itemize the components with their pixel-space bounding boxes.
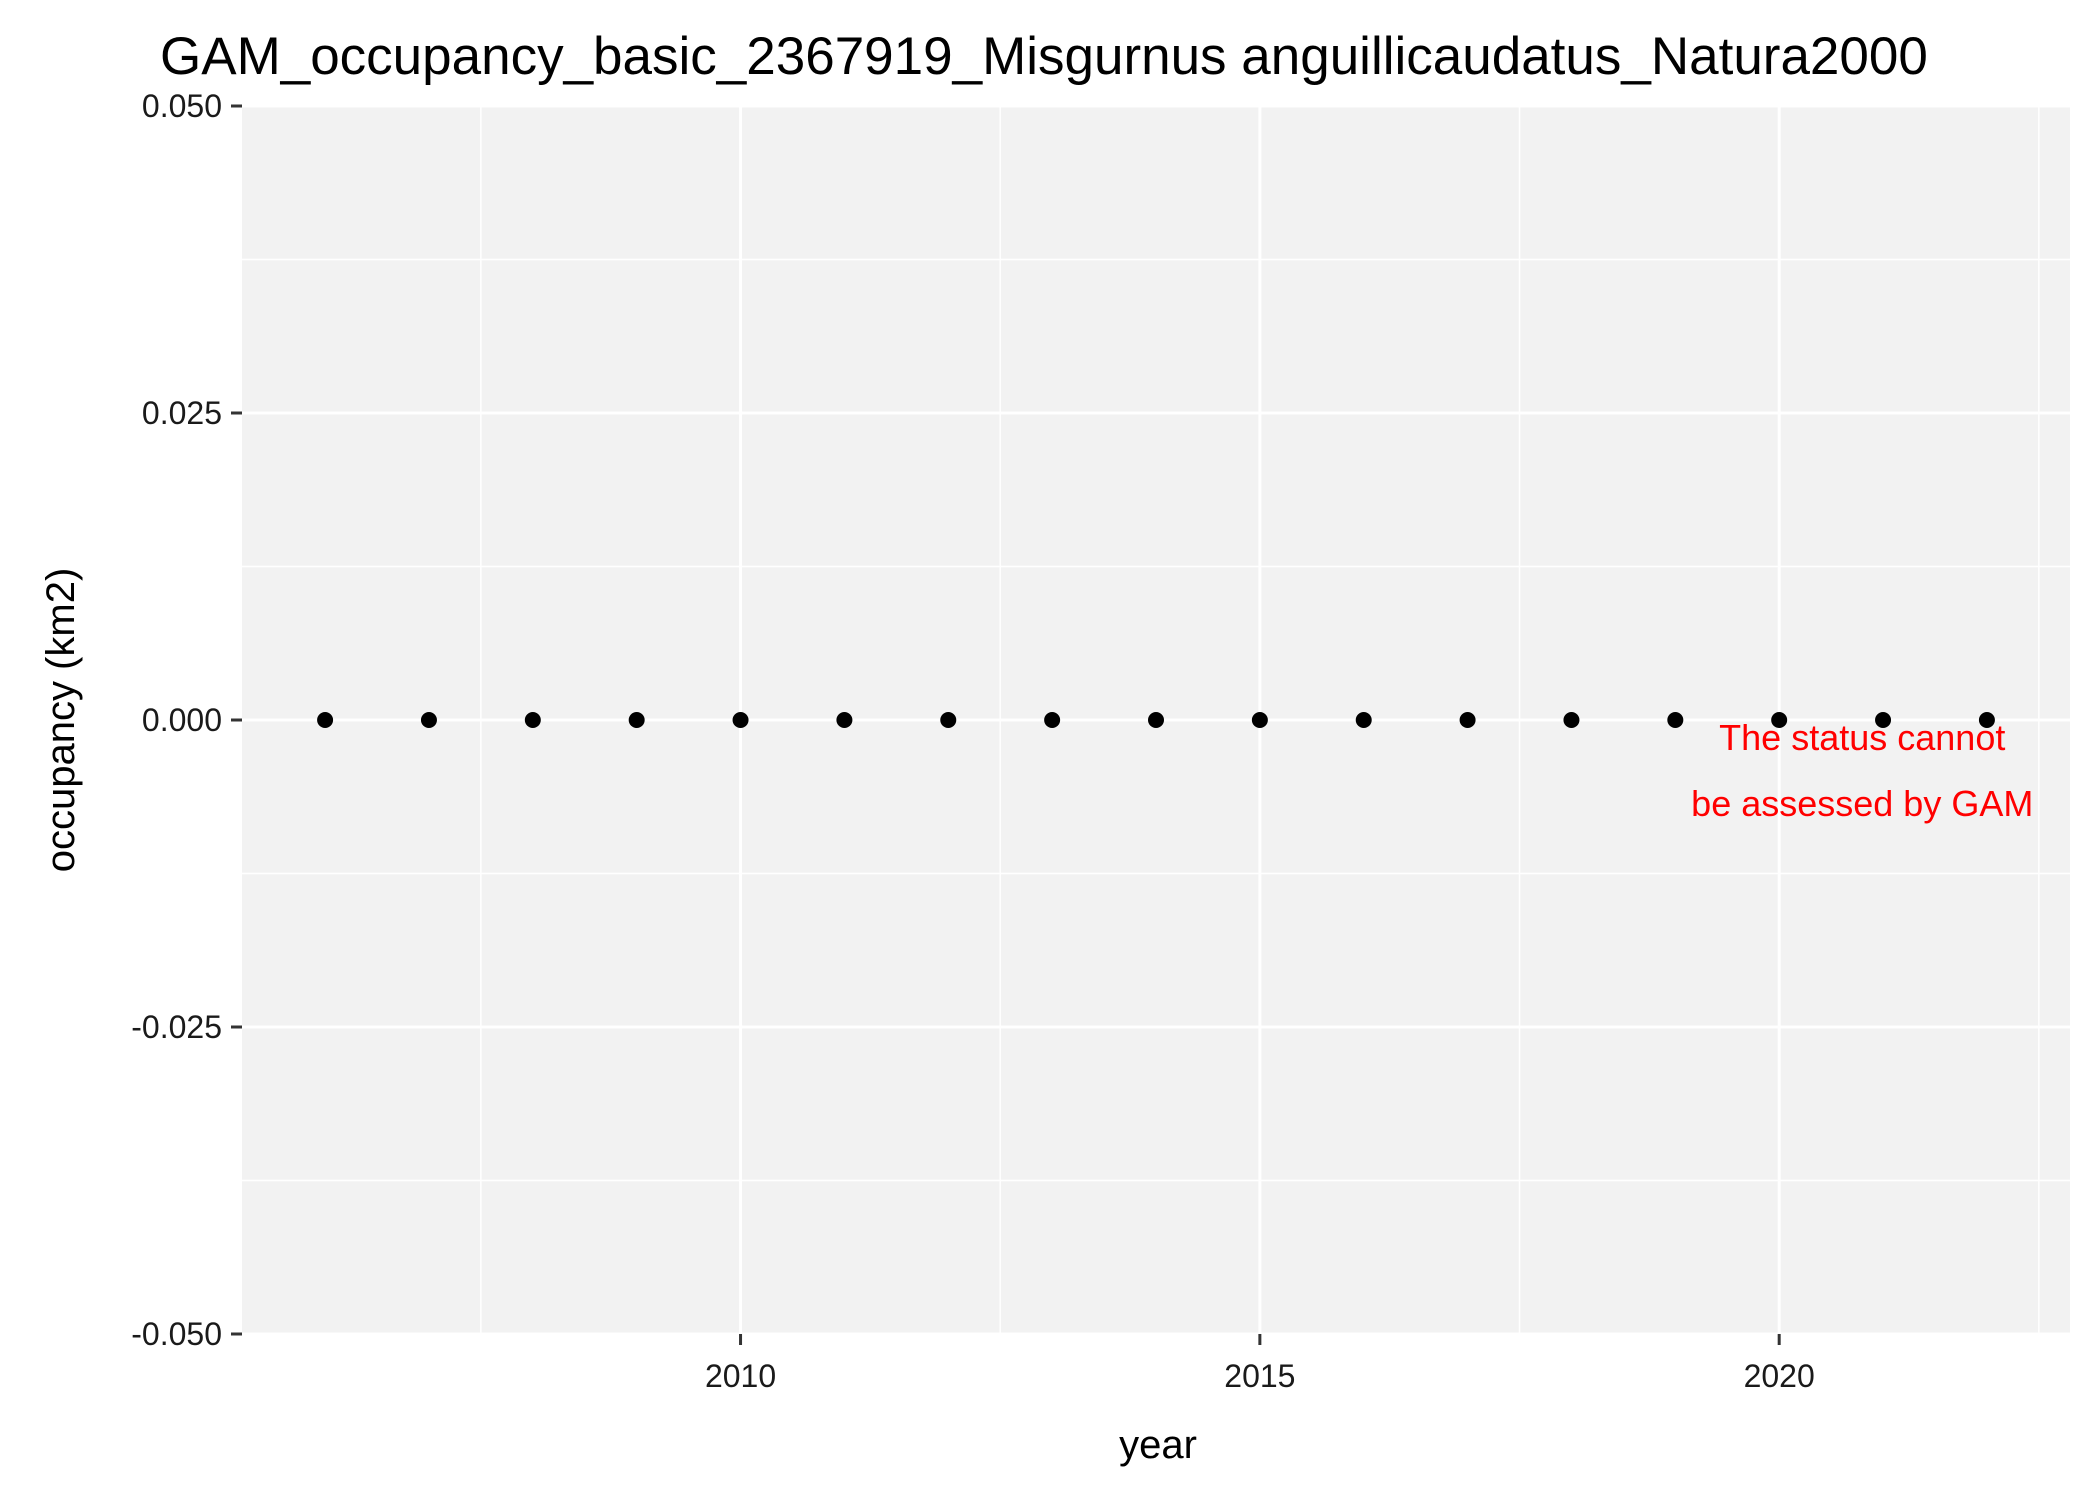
data-point (1459, 712, 1476, 728)
data-point (524, 712, 541, 728)
y-tick-label: -0.050 (131, 1316, 222, 1352)
data-point (628, 712, 645, 728)
data-point (1355, 712, 1372, 728)
x-tick-label: 2020 (1744, 1358, 1815, 1394)
x-axis-title: year (1119, 1423, 1197, 1467)
chart-title: GAM_occupancy_basic_2367919_Misgurnus an… (160, 27, 1928, 86)
data-point (1667, 712, 1684, 728)
data-point (1875, 712, 1892, 728)
y-tick-label: 0.050 (142, 88, 222, 124)
y-axis-title: occupancy (km2) (39, 568, 83, 873)
y-axis: -0.050 -0.025 0.000 0.025 0.050 (131, 88, 242, 1352)
annotation-line: be assessed by GAM (1691, 783, 2033, 824)
data-point (1978, 712, 1995, 728)
x-tick-label: 2015 (1224, 1358, 1295, 1394)
x-tick-label: 2010 (705, 1358, 776, 1394)
data-point (1771, 712, 1788, 728)
status-annotation: The status cannot be assessed by GAM (1691, 717, 2033, 824)
data-point (1563, 712, 1580, 728)
data-point (1251, 712, 1268, 728)
data-point (940, 712, 957, 728)
data-point (317, 712, 334, 728)
annotation-line: The status cannot (1719, 717, 2005, 758)
data-point (836, 712, 853, 728)
x-axis: 2010 2015 2020 (705, 1334, 1815, 1394)
y-tick-label: 0.000 (142, 702, 222, 738)
y-tick-label: 0.025 (142, 395, 222, 431)
data-point (732, 712, 749, 728)
data-point (1044, 712, 1061, 728)
data-points (317, 712, 1995, 728)
data-point (1148, 712, 1164, 728)
data-point (420, 712, 437, 728)
y-tick-label: -0.025 (131, 1009, 222, 1045)
